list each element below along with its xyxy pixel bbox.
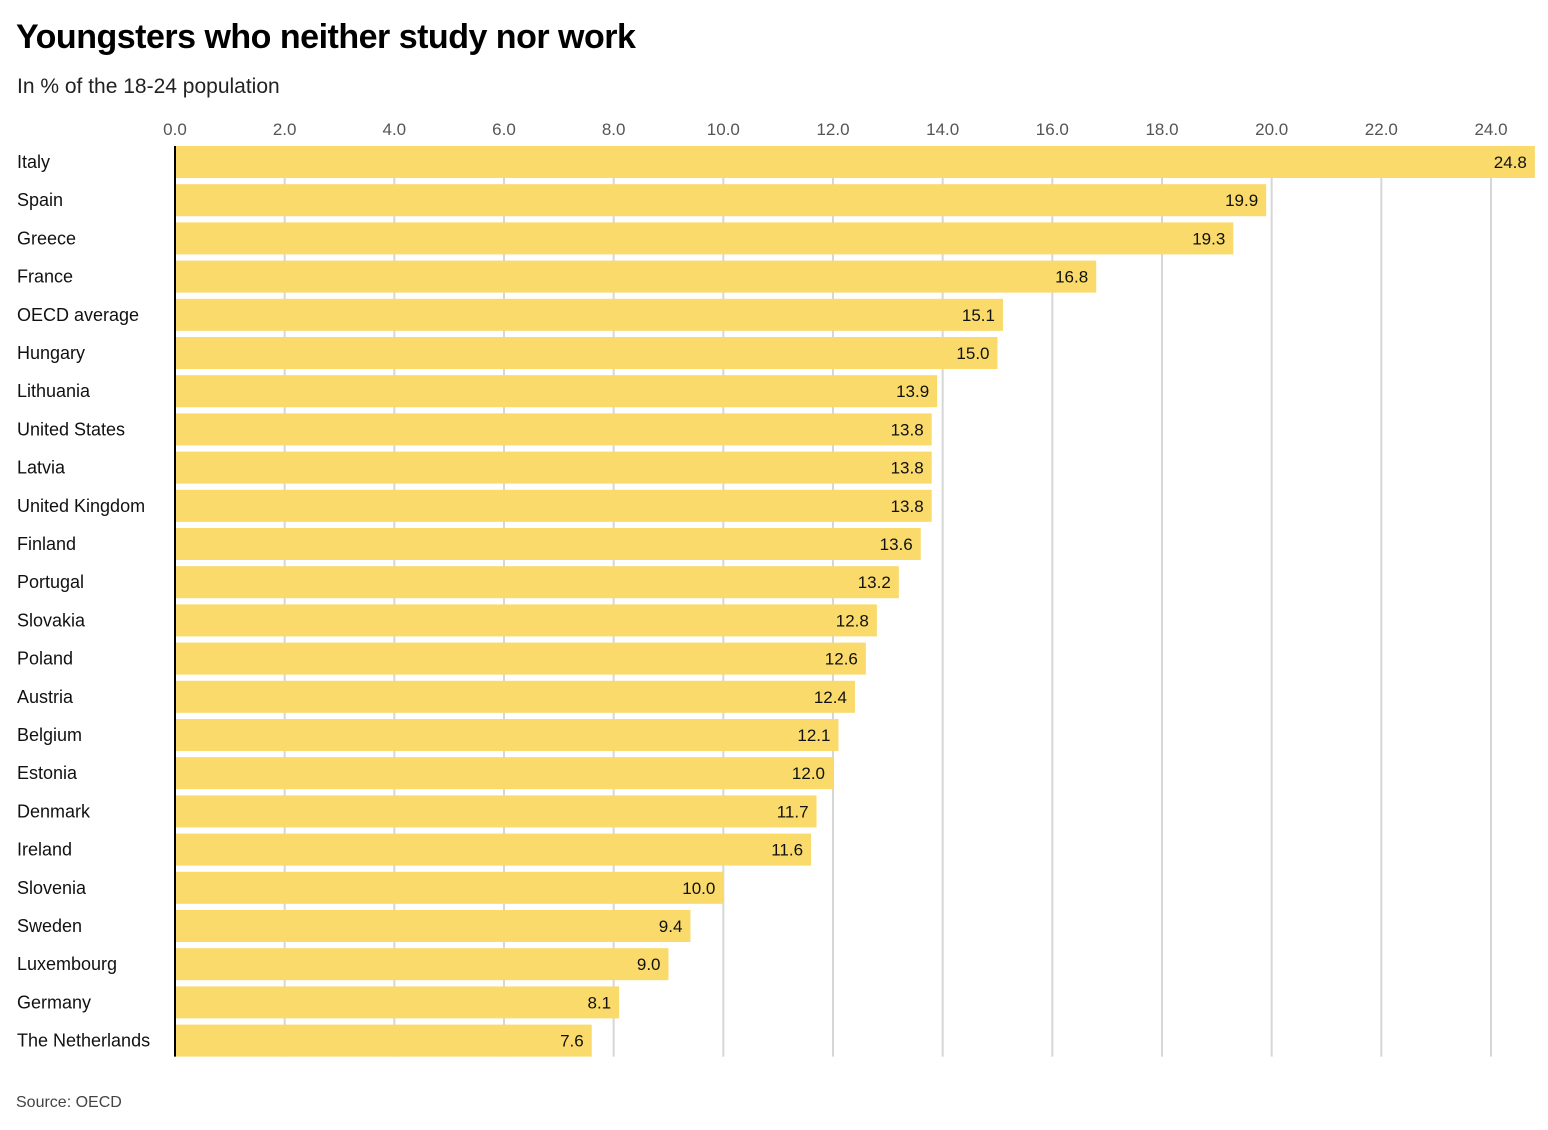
x-tick-label: 0.0: [163, 120, 187, 139]
bar: [175, 260, 1097, 293]
value-label: 9.4: [659, 917, 683, 936]
category-label: Greece: [17, 228, 76, 248]
bar: [175, 337, 998, 369]
value-label: 8.1: [588, 993, 612, 1012]
bar: [175, 451, 932, 484]
bar: [175, 604, 877, 637]
category-label: United States: [17, 419, 125, 439]
bar: [175, 948, 669, 981]
source-note: Source: OECD: [16, 1094, 122, 1111]
bar: [175, 719, 839, 751]
category-label: Poland: [17, 649, 73, 669]
bar: [175, 833, 812, 866]
bar: [175, 375, 938, 408]
x-tick-label: 6.0: [492, 120, 516, 139]
x-tick-label: 14.0: [926, 120, 959, 139]
bar: [175, 184, 1267, 217]
value-label: 13.8: [891, 459, 924, 478]
bar: [175, 222, 1234, 255]
bar: [175, 146, 1535, 178]
category-label: Austria: [17, 687, 74, 707]
x-tick-label: 18.0: [1145, 120, 1178, 139]
category-label: OECD average: [17, 305, 139, 325]
bar: [175, 871, 724, 904]
x-tick-label: 20.0: [1255, 120, 1288, 139]
x-tick-label: 24.0: [1474, 120, 1507, 139]
bar: [175, 986, 620, 1019]
chart-subtitle: In % of the 18-24 population: [17, 75, 280, 98]
bar: [175, 757, 833, 790]
value-label: 13.8: [891, 420, 924, 439]
value-label: 12.0: [792, 764, 825, 783]
value-label: 7.6: [560, 1032, 584, 1051]
bar: [175, 910, 691, 942]
value-label: 12.1: [797, 726, 830, 745]
category-label: Belgium: [17, 725, 82, 745]
category-label: Slovenia: [17, 878, 87, 898]
category-label: Denmark: [17, 801, 91, 821]
category-label: The Netherlands: [17, 1031, 150, 1051]
value-label: 11.6: [771, 841, 803, 860]
value-label: 10.0: [682, 879, 715, 898]
category-label: Ireland: [17, 840, 72, 860]
bar: [175, 298, 1003, 331]
value-label: 16.8: [1055, 268, 1088, 287]
category-label: Slovakia: [17, 610, 86, 630]
bar: [175, 528, 921, 560]
category-label: Spain: [17, 190, 63, 210]
bar: [175, 642, 866, 675]
value-label: 13.9: [896, 382, 929, 401]
bar: [175, 566, 899, 599]
x-tick-label: 12.0: [816, 120, 849, 139]
category-label: Sweden: [17, 916, 82, 936]
category-label: Portugal: [17, 572, 84, 592]
value-label: 19.9: [1225, 191, 1258, 210]
x-tick-label: 2.0: [273, 120, 297, 139]
category-label: France: [17, 267, 73, 287]
category-label: Lithuania: [17, 381, 91, 401]
category-label: Hungary: [17, 343, 85, 363]
value-label: 15.0: [956, 344, 989, 363]
bar: [175, 413, 932, 446]
value-label: 19.3: [1192, 229, 1225, 248]
bar: [175, 795, 817, 828]
x-tick-label: 8.0: [602, 120, 626, 139]
bar: [175, 1024, 592, 1057]
chart-title: Youngsters who neither study nor work: [16, 18, 636, 56]
value-label: 24.8: [1494, 153, 1527, 172]
value-label: 13.6: [880, 535, 913, 554]
value-label: 12.4: [814, 688, 847, 707]
category-label: Italy: [17, 152, 50, 172]
bar: [175, 680, 855, 713]
value-label: 13.2: [858, 573, 891, 592]
x-tick-label: 16.0: [1036, 120, 1069, 139]
value-label: 11.7: [777, 802, 809, 821]
x-tick-label: 22.0: [1365, 120, 1398, 139]
category-label: Germany: [17, 992, 91, 1012]
value-label: 15.1: [962, 306, 995, 325]
value-label: 12.6: [825, 650, 858, 669]
category-label: Luxembourg: [17, 954, 117, 974]
value-label: 12.8: [836, 611, 869, 630]
value-label: 9.0: [637, 955, 661, 974]
x-tick-label: 10.0: [707, 120, 740, 139]
bar: [175, 489, 932, 522]
category-label: Estonia: [17, 763, 78, 783]
category-label: Finland: [17, 534, 76, 554]
x-tick-label: 4.0: [383, 120, 407, 139]
value-label: 13.8: [891, 497, 924, 516]
category-label: Latvia: [17, 458, 66, 478]
category-label: United Kingdom: [17, 496, 145, 516]
